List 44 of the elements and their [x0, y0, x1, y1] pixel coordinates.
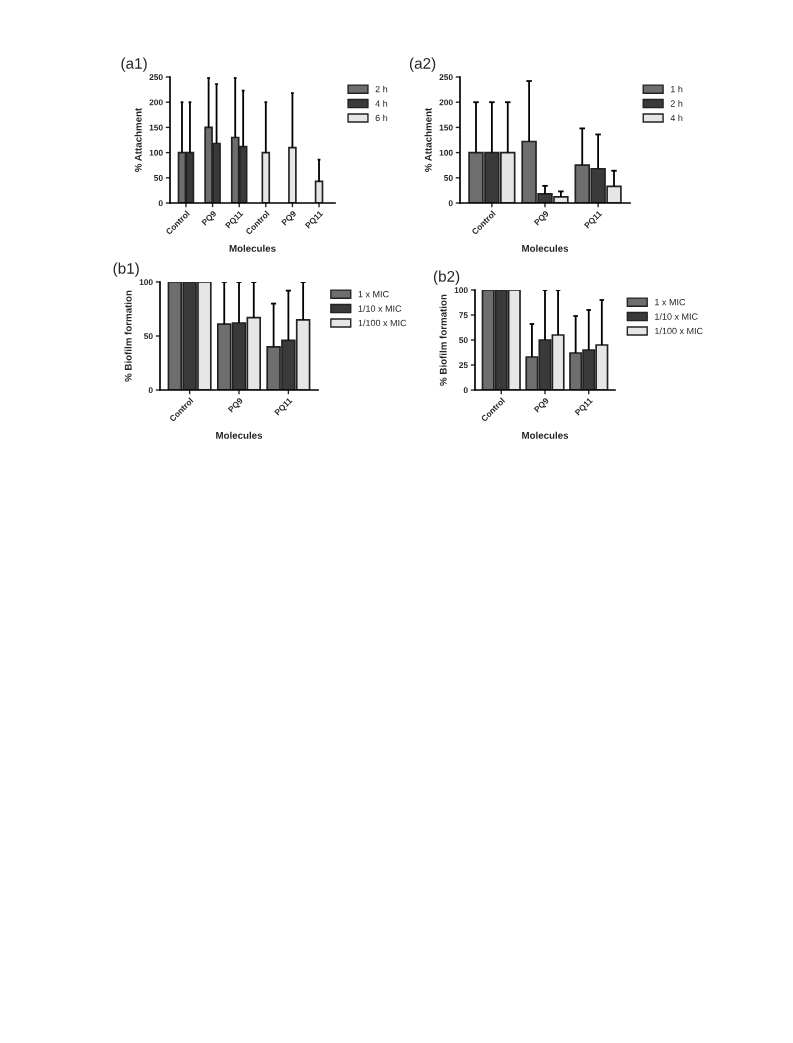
y-tick-label: 50	[444, 175, 453, 181]
y-tick-label: 200	[439, 99, 453, 106]
y-axis-title: % Attachment	[134, 107, 142, 172]
chart-title: (a2)	[409, 57, 436, 72]
y-tick-label: 0	[158, 200, 163, 207]
y-tick-label: 100	[454, 287, 468, 294]
y-tick-label: 50	[154, 175, 163, 181]
y-tick-label: 100	[439, 149, 453, 156]
y-tick-label: 0	[448, 200, 453, 207]
legend-label: 1/100 x MIC	[358, 319, 407, 327]
legend-label: 4 h	[670, 114, 683, 122]
y-axis-title: % Biofilm formation	[124, 290, 132, 382]
y-tick-label: 250	[439, 74, 453, 81]
y-tick-label: 250	[149, 74, 163, 81]
legend-label: 2 h	[375, 85, 388, 93]
y-axis-title: % Attachment	[424, 107, 432, 172]
legend-label: 4 h	[375, 100, 388, 107]
y-tick-label: 50	[459, 337, 468, 344]
legend-label: 1 h	[671, 85, 683, 93]
legend-label: 1/100 x MIC	[655, 327, 703, 335]
legend-label: 6 h	[375, 114, 388, 122]
chart-title: (a1)	[121, 57, 147, 72]
y-tick-label: 75	[459, 312, 468, 319]
chart-title: (b1)	[113, 262, 139, 277]
y-tick-label: 25	[459, 362, 468, 369]
x-axis-title: Molecules	[216, 431, 263, 439]
y-tick-label: 0	[148, 387, 153, 394]
x-axis-title: Molecules	[522, 244, 569, 252]
legend-label: 1/10 x MIC	[358, 305, 402, 312]
x-axis-title: Molecules	[522, 431, 569, 439]
y-axis-title: % Biofilm formation	[439, 294, 447, 386]
y-tick-label: 0	[463, 387, 468, 394]
y-tick-label: 150	[439, 124, 453, 131]
y-tick-label: 150	[149, 124, 163, 131]
x-axis-title: Molecules	[229, 244, 276, 252]
chart-title: (b2)	[433, 270, 460, 285]
legend-label: 2 h	[670, 100, 683, 107]
y-tick-label: 100	[139, 279, 153, 286]
legend-label: 1 x MIC	[358, 290, 389, 298]
legend-label: 1/10 x MIC	[655, 313, 698, 320]
y-tick-label: 100	[149, 149, 163, 156]
y-tick-label: 200	[149, 99, 163, 106]
legend-label: 1 x MIC	[655, 298, 686, 306]
y-tick-label: 50	[144, 333, 153, 340]
